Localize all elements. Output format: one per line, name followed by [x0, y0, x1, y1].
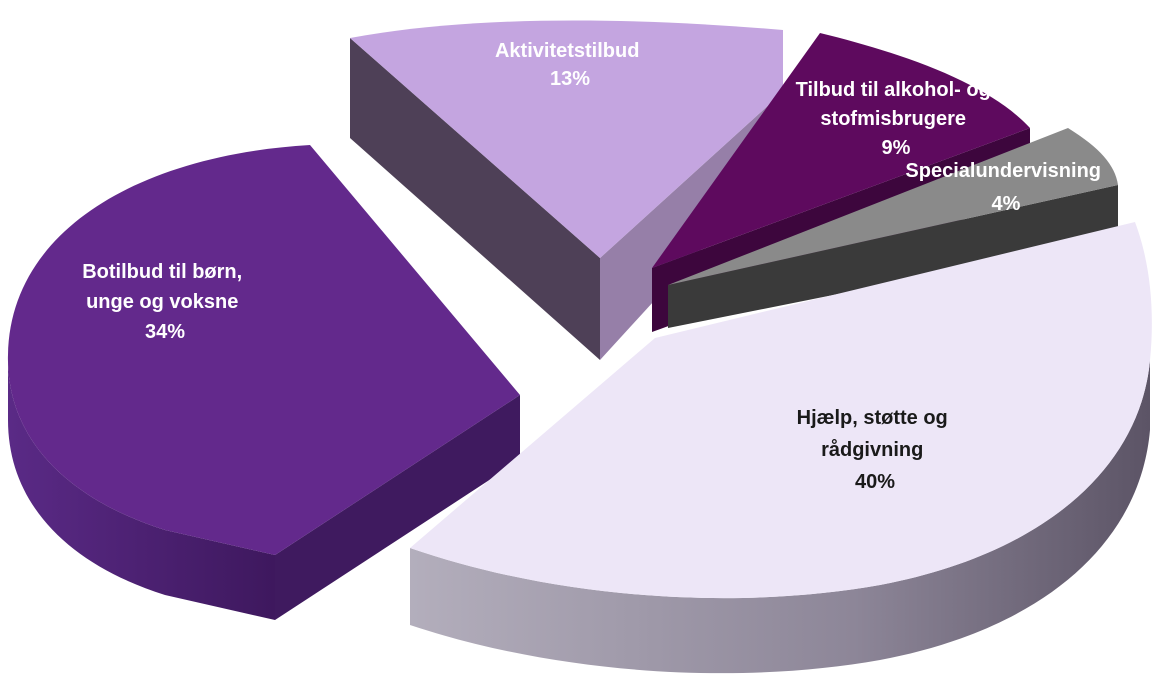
label-aktivitet-line-1: Aktivitetstilbud — [495, 40, 639, 62]
label-misbrug-line-2: stofmisbrugere — [820, 108, 966, 130]
slice-botilbud — [7, 145, 521, 620]
label-botilbud-line-1: Botilbud til børn, — [82, 261, 242, 283]
slice-botilbud-side — [7, 355, 275, 620]
slice-aktivitet-left-wall — [350, 38, 600, 360]
label-hjaelp-line-2: rådgivning — [821, 438, 923, 461]
label-hjaelp-line-1: Hjælp, støtte og — [797, 407, 948, 429]
label-special-pct: 4% — [992, 193, 1021, 215]
label-misbrug-line-1: Tilbud til alkohol- og — [796, 79, 991, 101]
slice-aktivitet-top — [350, 20, 783, 259]
label-aktivitet-pct: 13% — [550, 68, 590, 90]
label-botilbud: Botilbud til børn, unge og voksne 34% — [82, 261, 248, 343]
slice-special-top — [668, 128, 1118, 285]
slice-special — [668, 128, 1118, 328]
slice-hjaelp-top — [410, 222, 1152, 599]
slice-hjaelp — [410, 222, 1152, 674]
label-misbrug: Tilbud til alkohol- og stofmisbrugere 9% — [796, 79, 997, 159]
slice-botilbud-wall — [275, 395, 520, 620]
label-hjaelp: Hjælp, støtte og rådgivning 40% — [797, 407, 954, 493]
label-special: Specialundervisning 4% — [905, 160, 1106, 215]
slice-labels: Aktivitetstilbud 13% Tilbud til alkohol-… — [82, 40, 1106, 493]
slice-misbrug-top — [652, 33, 1030, 268]
label-botilbud-pct: 34% — [145, 321, 185, 343]
slice-hjaelp-side — [410, 360, 1150, 674]
label-hjaelp-pct: 40% — [855, 471, 895, 493]
label-special-line-1: Specialundervisning — [905, 160, 1101, 182]
label-aktivitet: Aktivitetstilbud 13% — [495, 40, 645, 90]
slice-botilbud-top — [7, 145, 521, 555]
slice-special-wall — [668, 185, 1118, 328]
label-botilbud-line-2: unge og voksne — [86, 291, 238, 313]
label-misbrug-pct: 9% — [882, 137, 911, 159]
